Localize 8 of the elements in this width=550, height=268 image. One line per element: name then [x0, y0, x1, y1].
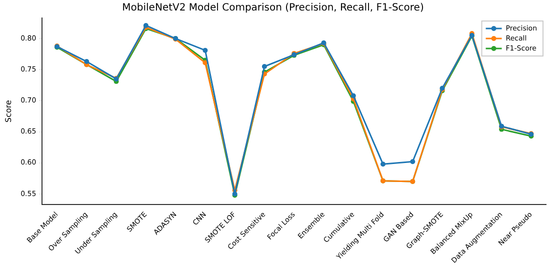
point — [410, 159, 416, 164]
point — [350, 93, 356, 98]
point — [262, 64, 267, 69]
chart-title: MobileNetV2 Model Comparison (Precision, Recall, F1-Score) — [122, 2, 424, 14]
point — [84, 59, 90, 64]
point — [202, 48, 208, 53]
point — [380, 162, 386, 167]
y-axis-title: Score — [4, 100, 13, 122]
